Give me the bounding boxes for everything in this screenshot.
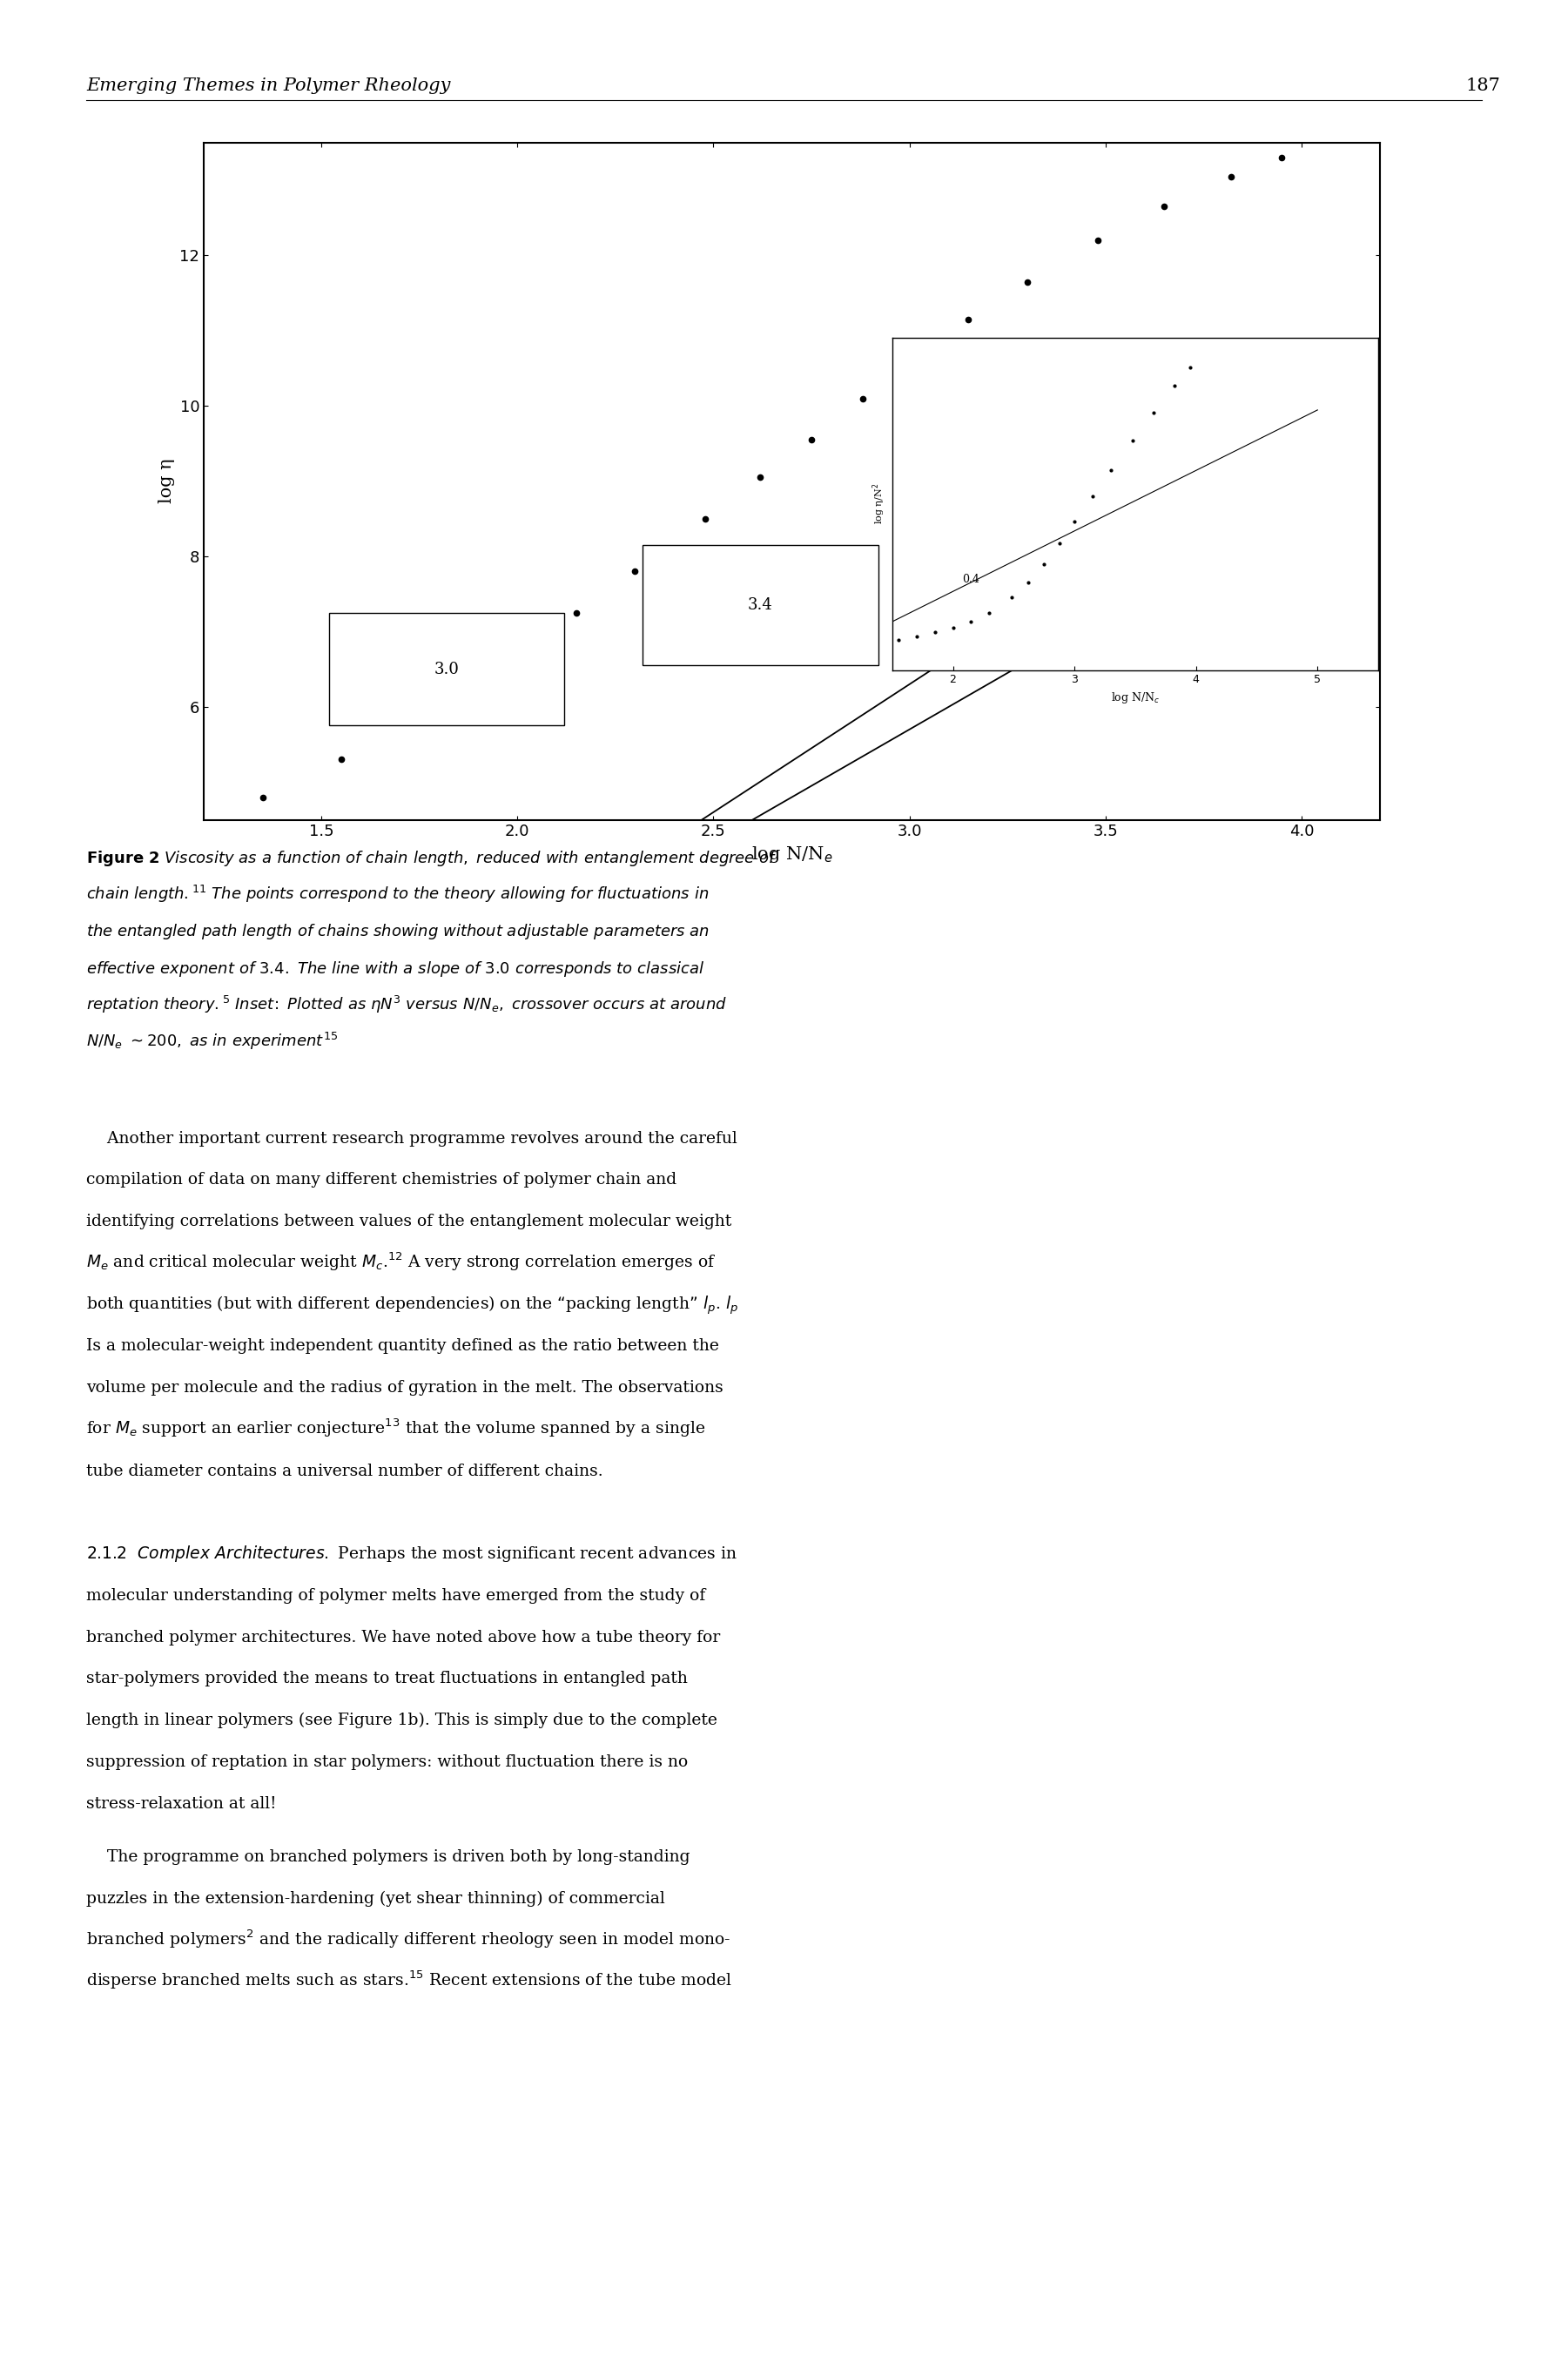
Text: volume per molecule and the radius of gyration in the melt. The observations: volume per molecule and the radius of gy… [86, 1380, 723, 1395]
Y-axis label: log η/N$^2$: log η/N$^2$ [872, 482, 887, 525]
Text: 3.4: 3.4 [748, 596, 773, 613]
X-axis label: log N/N$_e$: log N/N$_e$ [751, 843, 833, 865]
Text: suppression of reptation in star polymers: without fluctuation there is no: suppression of reptation in star polymer… [86, 1753, 688, 1770]
Text: molecular understanding of polymer melts have emerged from the study of: molecular understanding of polymer melts… [86, 1587, 706, 1604]
Bar [329, 613, 564, 725]
Text: disperse branched melts such as stars.$^{15}$ Recent extensions of the tube mode: disperse branched melts such as stars.$^… [86, 1970, 732, 1991]
Text: $M_e$ and critical molecular weight $M_c$.$^{12}$ A very strong correlation emer: $M_e$ and critical molecular weight $M_c… [86, 1250, 717, 1274]
Text: Is a molecular-weight independent quantity defined as the ratio between the: Is a molecular-weight independent quanti… [86, 1338, 720, 1354]
Text: both quantities (but with different dependencies) on the “packing length” $l_p$.: both quantities (but with different depe… [86, 1295, 739, 1316]
Text: star-polymers provided the means to treat fluctuations in entangled path: star-polymers provided the means to trea… [86, 1670, 688, 1687]
Text: $\it{effective\ exponent\ of\ 3.4.\ The\ line\ with\ a\ slope\ of\ 3.0\ correspo: $\it{effective\ exponent\ of\ 3.4.\ The\… [86, 960, 704, 979]
Text: stress-relaxation at all!: stress-relaxation at all! [86, 1796, 276, 1811]
Text: $\it{the\ entangled\ path\ length\ of\ chains\ showing\ without\ adjustable\ par: $\it{the\ entangled\ path\ length\ of\ c… [86, 922, 710, 941]
Y-axis label: log η: log η [158, 459, 176, 504]
Text: Another important current research programme revolves around the careful: Another important current research progr… [86, 1131, 737, 1145]
Text: $\it{2.1.2\ \ Complex\ Architectures.}$ Perhaps the most significant recent adva: $\it{2.1.2\ \ Complex\ Architectures.}$ … [86, 1544, 737, 1563]
Text: 0.4: 0.4 [963, 573, 980, 584]
Text: $\bf{Figure\ 2}$ $\it{Viscosity\ as\ a\ function\ of\ chain\ length,\ reduced\ w: $\bf{Figure\ 2}$ $\it{Viscosity\ as\ a\ … [86, 848, 778, 867]
Text: 3.0: 3.0 [434, 661, 459, 677]
Text: Emerging Themes in Polymer Rheology: Emerging Themes in Polymer Rheology [86, 78, 450, 93]
Text: branched polymer architectures. We have noted above how a tube theory for: branched polymer architectures. We have … [86, 1630, 720, 1644]
X-axis label: log N/N$_c$: log N/N$_c$ [1110, 691, 1160, 706]
Text: tube diameter contains a universal number of different chains.: tube diameter contains a universal numbe… [86, 1464, 604, 1478]
Text: branched polymers$^2$ and the radically different rheology seen in model mono-: branched polymers$^2$ and the radically … [86, 1927, 731, 1951]
Text: identifying correlations between values of the entanglement molecular weight: identifying correlations between values … [86, 1214, 732, 1228]
Bar [643, 544, 878, 665]
Text: $\it{reptation\ theory.^5\ Inset\!:\ Plotted\ as\ \eta N^3\ versus\ N/N_e,\ cros: $\it{reptation\ theory.^5\ Inset\!:\ Plo… [86, 993, 728, 1015]
Text: 187: 187 [1466, 78, 1501, 93]
Text: puzzles in the extension-hardening (yet shear thinning) of commercial: puzzles in the extension-hardening (yet … [86, 1891, 665, 1906]
Text: $\it{chain\ length.^{11}\ The\ points\ correspond\ to\ the\ theory\ allowing\ fo: $\it{chain\ length.^{11}\ The\ points\ c… [86, 884, 709, 905]
Text: compilation of data on many different chemistries of polymer chain and: compilation of data on many different ch… [86, 1171, 677, 1188]
Text: length in linear polymers (see Figure 1b). This is simply due to the complete: length in linear polymers (see Figure 1b… [86, 1713, 717, 1727]
Text: The programme on branched polymers is driven both by long-standing: The programme on branched polymers is dr… [86, 1849, 690, 1865]
Text: $\it{N/N_e\ {\sim}200,\ as\ in\ experiment^{15}}$: $\it{N/N_e\ {\sim}200,\ as\ in\ experime… [86, 1031, 337, 1053]
Text: for $M_e$ support an earlier conjecture$^{13}$ that the volume spanned by a sing: for $M_e$ support an earlier conjecture$… [86, 1416, 706, 1440]
